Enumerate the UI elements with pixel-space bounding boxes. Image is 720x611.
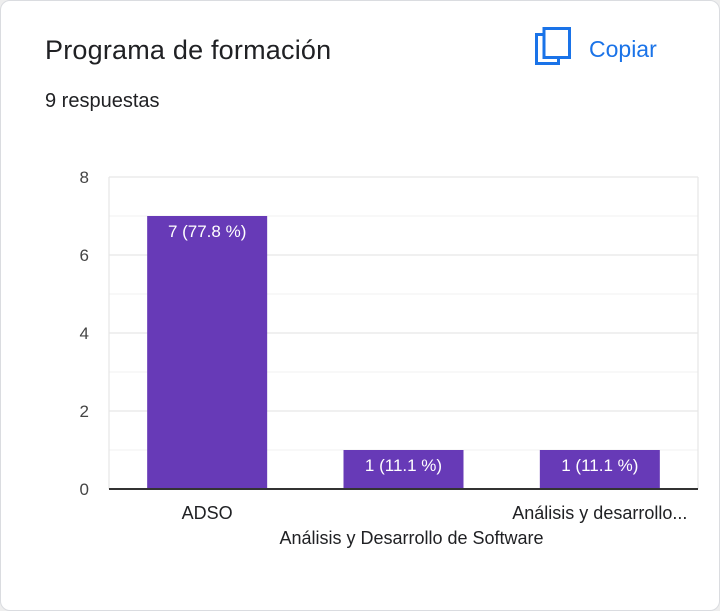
chart-title: Programa de formación [45, 35, 332, 65]
bar [539, 450, 660, 489]
y-tick-label: 0 [80, 480, 89, 499]
y-tick-label: 4 [80, 324, 89, 343]
copy-label: Copiar [589, 35, 657, 62]
bar-data-label: 1 (11.1 %) [561, 456, 638, 475]
bar [147, 216, 268, 489]
copy-icon [535, 26, 571, 72]
y-tick-label: 2 [80, 402, 89, 421]
bar-data-label: 1 (11.1 %) [365, 456, 442, 475]
y-tick-label: 8 [80, 168, 89, 187]
bar [343, 450, 464, 489]
x-category-label: Análisis y Desarrollo de Software [279, 528, 543, 548]
copy-button[interactable]: Copiar [535, 26, 685, 72]
response-count: 9 respuestas [45, 90, 160, 112]
y-tick-label: 6 [80, 246, 89, 265]
x-category-label: ADSO [182, 503, 233, 523]
bar-data-label: 7 (77.8 %) [168, 222, 246, 241]
x-category-label: Análisis y desarrollo... [512, 503, 687, 523]
